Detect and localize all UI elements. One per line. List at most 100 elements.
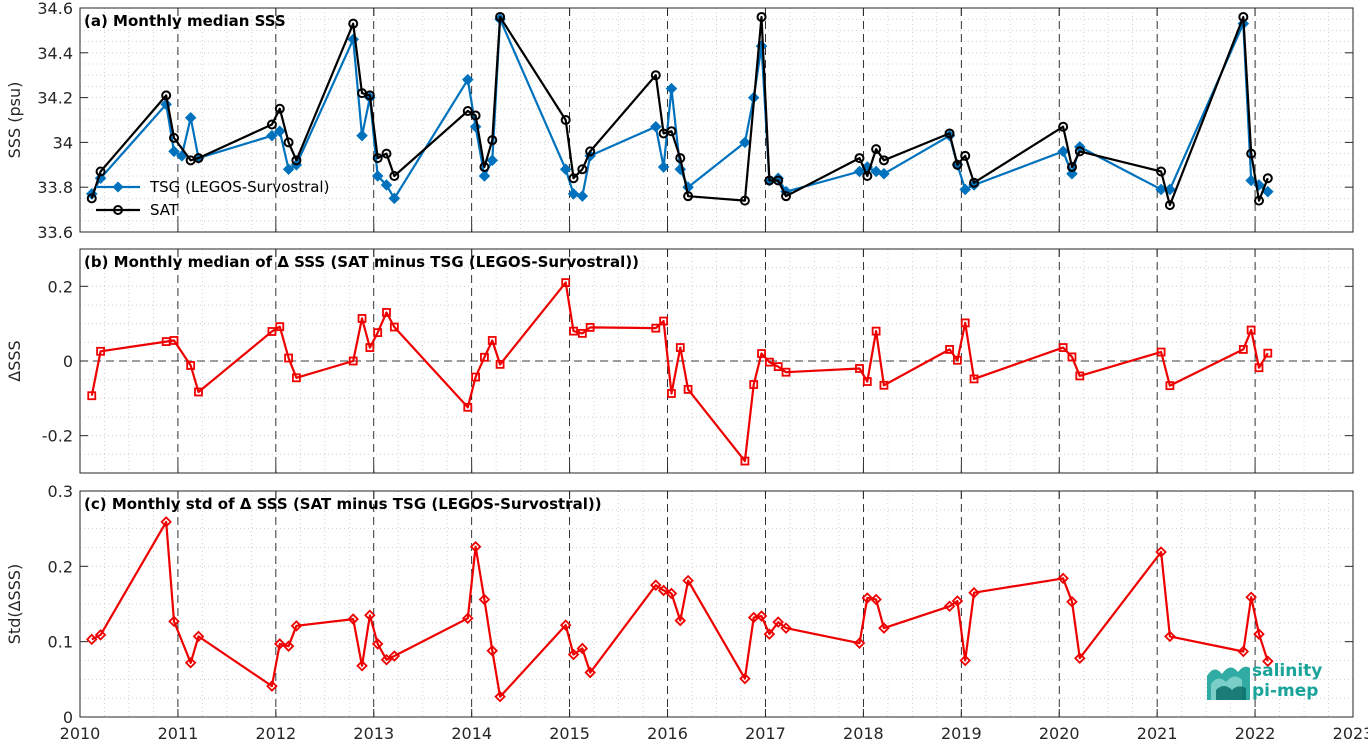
- y-axis-label: SSS (psu): [5, 82, 24, 159]
- data-point: [273, 125, 286, 137]
- data-point: [283, 137, 294, 148]
- data-point: [1253, 195, 1264, 206]
- y-tick-label: 34: [53, 133, 73, 152]
- data-point: [739, 672, 751, 685]
- data-point: [854, 153, 865, 164]
- data-point: [585, 322, 595, 332]
- data-point: [1238, 11, 1249, 22]
- data-point: [94, 629, 107, 641]
- data-point: [675, 153, 686, 164]
- data-point: [290, 620, 303, 632]
- panel-a-monthly-median-sss: 33.6 33.8 34 34.2 34.4 34.6 SSS (psu) (a) Month…: [5, 0, 1354, 242]
- data-point: [364, 609, 376, 622]
- y-tick-label: 0.2: [48, 557, 73, 576]
- data-point: [1074, 652, 1086, 665]
- data-point: [266, 129, 278, 142]
- series-line: [90, 15, 1269, 207]
- data-point: [577, 164, 588, 175]
- data-point: [577, 328, 587, 338]
- logo-line-2: pi-mep: [1252, 681, 1318, 701]
- data-point: [462, 106, 473, 117]
- y-tick-label: 0.2: [48, 277, 73, 296]
- data-point: [1155, 183, 1167, 196]
- data-point: [862, 171, 873, 181]
- data-point: [871, 326, 881, 336]
- data-point: [1156, 347, 1166, 357]
- data-point: [275, 322, 285, 332]
- data-point: [266, 119, 277, 130]
- data-point: [1245, 591, 1257, 603]
- data-point: [943, 600, 956, 613]
- data-point: [675, 343, 685, 352]
- data-point: [665, 587, 678, 600]
- panel-c-monthly-std-delta-sss: 0 0.1 0.2 0.3 2010 2011 2012 2013 2014 2015 2016 20…: [5, 482, 1368, 743]
- legend-marker: [113, 205, 123, 215]
- data-point: [740, 456, 750, 466]
- data-point: [755, 610, 768, 622]
- data-point: [944, 128, 955, 139]
- series-sat: [86, 11, 1273, 211]
- data-point: [772, 616, 784, 628]
- x-tick-label: 2013: [353, 724, 394, 743]
- data-point: [176, 150, 188, 162]
- data-point: [749, 380, 759, 389]
- data-point: [1155, 546, 1167, 558]
- data-point: [1253, 628, 1265, 640]
- x-tick-label: 2014: [451, 724, 492, 743]
- data-point: [650, 120, 662, 133]
- data-point: [86, 193, 97, 204]
- series-line: [91, 520, 1269, 698]
- data-point: [1262, 185, 1274, 198]
- grid: [80, 490, 1353, 718]
- data-point: [1067, 352, 1077, 362]
- y-axis-label: ΔSSS: [5, 340, 24, 381]
- x-tick-label: 2017: [745, 724, 786, 743]
- data-point: [291, 155, 302, 166]
- data-point: [567, 648, 580, 661]
- data-point: [1066, 595, 1078, 608]
- data-point: [757, 349, 766, 358]
- data-point: [348, 356, 358, 366]
- data-point: [952, 355, 962, 365]
- axes-box: [79, 7, 1354, 233]
- data-point: [567, 188, 580, 200]
- data-point: [1262, 655, 1274, 668]
- data-point: [683, 191, 694, 202]
- data-point: [1245, 174, 1257, 187]
- x-tick-label: 2020: [1039, 724, 1080, 743]
- data-point: [682, 574, 694, 587]
- x-tick-label: 2011: [158, 724, 199, 743]
- data-point: [469, 540, 482, 553]
- legend-label: TSG (LEGOS-Survostral): [149, 178, 329, 196]
- data-point: [739, 136, 751, 149]
- data-point: [1058, 343, 1068, 352]
- data-point: [388, 192, 401, 205]
- data-point: [380, 179, 393, 191]
- data-point: [763, 628, 776, 640]
- data-point: [959, 183, 971, 196]
- data-point: [576, 642, 589, 655]
- data-point: [495, 359, 505, 369]
- data-point: [1066, 162, 1077, 173]
- data-point: [357, 314, 367, 323]
- data-point: [365, 343, 375, 352]
- data-point: [184, 656, 197, 669]
- data-point: [879, 380, 889, 390]
- y-tick-label: 0: [63, 352, 73, 371]
- data-point: [584, 666, 596, 679]
- data-point: [382, 308, 391, 317]
- data-point: [85, 633, 98, 646]
- data-point: [292, 373, 301, 383]
- data-point: [1238, 345, 1248, 354]
- data-point: [471, 372, 481, 382]
- data-point: [861, 592, 874, 604]
- data-point: [878, 155, 889, 166]
- data-point: [657, 161, 670, 173]
- panel-b-monthly-median-delta-sss: -0.2 0 0.2 ΔSSS (b) Monthly median of Δ SSS …: [5, 248, 1354, 474]
- data-point: [739, 195, 750, 206]
- axes-box: [79, 490, 1354, 718]
- data-point: [951, 595, 964, 607]
- data-point: [1156, 166, 1167, 177]
- data-point: [487, 135, 498, 146]
